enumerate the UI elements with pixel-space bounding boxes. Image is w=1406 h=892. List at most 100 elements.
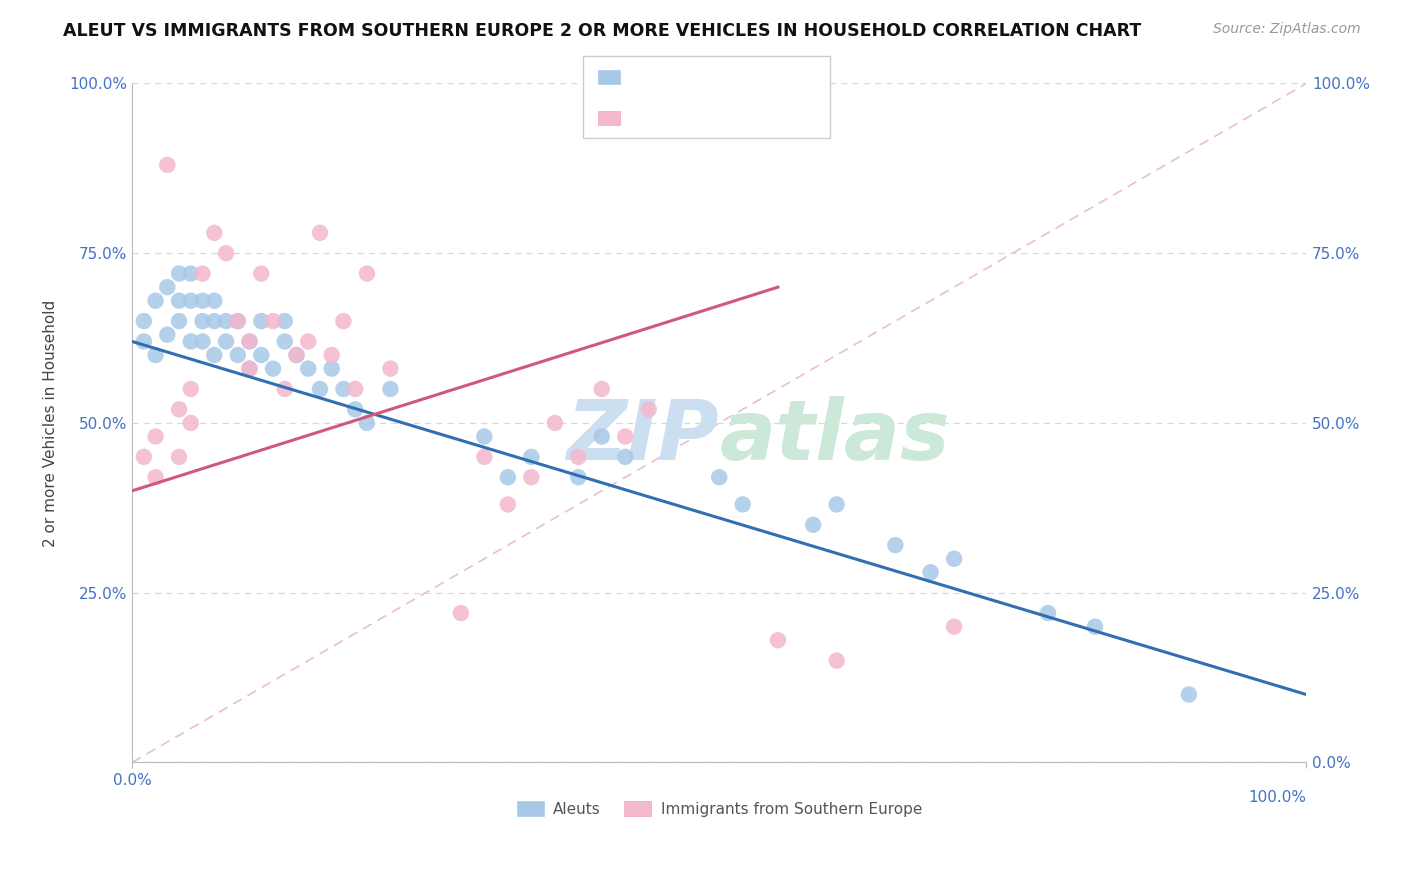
Text: R =: R = [630, 70, 665, 84]
Point [191, 293, 214, 308]
Point [637, 402, 659, 417]
Point [238, 361, 260, 376]
Point [591, 382, 613, 396]
Point [274, 382, 297, 396]
Point [167, 450, 190, 464]
Point [321, 348, 343, 362]
Point [309, 382, 332, 396]
Point [567, 450, 589, 464]
Point [156, 327, 179, 342]
Point [145, 348, 167, 362]
Point [356, 416, 378, 430]
Point [567, 470, 589, 484]
Text: Source: ZipAtlas.com: Source: ZipAtlas.com [1213, 22, 1361, 37]
Point [825, 497, 848, 511]
Point [1178, 688, 1201, 702]
Point [180, 382, 202, 396]
Point [250, 267, 273, 281]
Point [332, 382, 354, 396]
Point [250, 314, 273, 328]
Point [167, 293, 190, 308]
Y-axis label: 2 or more Vehicles in Household: 2 or more Vehicles in Household [44, 300, 58, 547]
Point [226, 348, 249, 362]
Point [380, 382, 402, 396]
Text: R =: R = [630, 111, 665, 125]
Point [614, 450, 637, 464]
Point [226, 314, 249, 328]
Point [191, 314, 214, 328]
Point [202, 226, 225, 240]
Point [344, 402, 367, 417]
Point [132, 450, 155, 464]
Point [202, 348, 225, 362]
Point [274, 334, 297, 349]
Point [884, 538, 907, 552]
Point [321, 361, 343, 376]
Point [825, 654, 848, 668]
Point [156, 280, 179, 294]
Text: ALEUT VS IMMIGRANTS FROM SOUTHERN EUROPE 2 OR MORE VEHICLES IN HOUSEHOLD CORRELA: ALEUT VS IMMIGRANTS FROM SOUTHERN EUROPE… [63, 22, 1142, 40]
Point [332, 314, 354, 328]
Point [496, 470, 519, 484]
Point [496, 497, 519, 511]
Point [591, 429, 613, 443]
Point [215, 334, 238, 349]
Point [344, 382, 367, 396]
Point [1084, 620, 1107, 634]
Point [274, 314, 297, 328]
Point [801, 517, 824, 532]
Text: ZIP: ZIP [567, 396, 720, 477]
Point [215, 314, 238, 328]
Point [709, 470, 731, 484]
Point [920, 566, 942, 580]
Point [202, 314, 225, 328]
Point [943, 620, 966, 634]
Point [474, 429, 496, 443]
Point [226, 314, 249, 328]
Point [145, 470, 167, 484]
Text: 0.281: 0.281 [658, 111, 714, 125]
Point [766, 633, 789, 648]
Point [238, 334, 260, 349]
Point [356, 267, 378, 281]
Point [1036, 606, 1059, 620]
Text: 37: 37 [742, 111, 765, 125]
Text: -0.643: -0.643 [658, 70, 716, 84]
Point [943, 551, 966, 566]
Point [191, 267, 214, 281]
Point [262, 361, 284, 376]
Point [167, 267, 190, 281]
Point [132, 314, 155, 328]
Point [215, 246, 238, 260]
Point [262, 314, 284, 328]
Point [167, 314, 190, 328]
Point [285, 348, 308, 362]
Point [731, 497, 754, 511]
Point [132, 334, 155, 349]
Point [180, 293, 202, 308]
Text: atlas: atlas [720, 396, 950, 477]
Point [180, 416, 202, 430]
Point [238, 361, 260, 376]
Point [180, 267, 202, 281]
Point [614, 429, 637, 443]
Text: 53: 53 [742, 70, 765, 84]
Point [156, 158, 179, 172]
Point [167, 402, 190, 417]
Point [450, 606, 472, 620]
Point [520, 470, 543, 484]
Point [238, 334, 260, 349]
Point [380, 361, 402, 376]
Point [285, 348, 308, 362]
Point [297, 334, 319, 349]
Legend: Aleuts, Immigrants from Southern Europe: Aleuts, Immigrants from Southern Europe [510, 795, 928, 822]
Point [544, 416, 567, 430]
Point [474, 450, 496, 464]
Point [250, 348, 273, 362]
Point [145, 429, 167, 443]
Text: N =: N = [717, 111, 754, 125]
Point [202, 293, 225, 308]
Point [191, 334, 214, 349]
Point [145, 293, 167, 308]
Text: 100.0%: 100.0% [1249, 789, 1306, 805]
